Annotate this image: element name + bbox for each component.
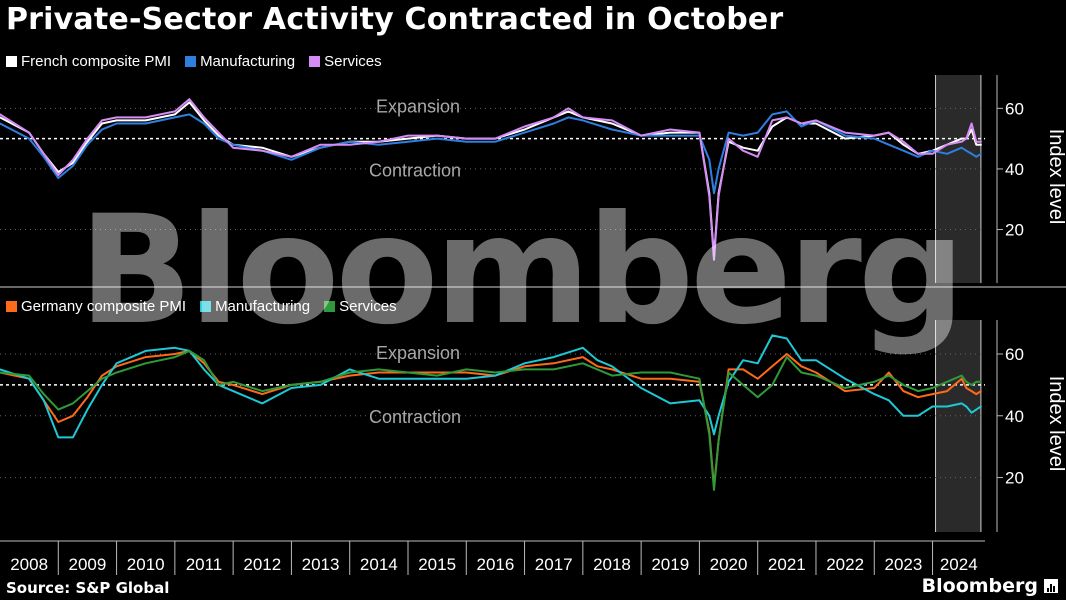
- legend-fr-composite: French composite PMI: [6, 53, 171, 70]
- legend-de-services-label: Services: [339, 298, 397, 315]
- legend-fr-manufacturing-label: Manufacturing: [200, 53, 296, 70]
- de-series-services: [0, 349, 982, 491]
- fr-annotation-contraction: Contraction: [369, 161, 461, 181]
- legend-fr-services-swatch: [309, 56, 321, 67]
- bloomberg-logo: Bloomberg: [922, 575, 1058, 597]
- legend-fr-services-label: Services: [324, 53, 382, 70]
- x-tick-label-2011: 2011: [186, 555, 223, 574]
- x-tick-label-2016: 2016: [477, 555, 515, 574]
- x-tick-label-2021: 2021: [768, 555, 806, 574]
- x-tick-label-2024: 2024: [940, 555, 978, 574]
- fr-y-tick-label-60: 60: [1005, 99, 1024, 118]
- chart-title: Private-Sector Activity Contracted in Oc…: [6, 2, 784, 37]
- legend-fr-manufacturing-swatch: [185, 56, 197, 67]
- legend-de-services-swatch: [324, 301, 336, 312]
- x-tick-label-2015: 2015: [418, 555, 456, 574]
- legend-de-composite-swatch: [6, 301, 17, 312]
- de-y-tick-label-60: 60: [1005, 345, 1024, 364]
- legend-de-manufacturing-label: Manufacturing: [215, 298, 311, 315]
- de-y-axis-title: Index level: [1045, 376, 1066, 472]
- de-series-manufacturing: [0, 334, 982, 439]
- fr-series-services: [0, 98, 982, 261]
- legend-de-composite: Germany composite PMI: [6, 298, 186, 315]
- de-y-tick-label-40: 40: [1005, 407, 1024, 426]
- fr-series-manufacturing: [0, 110, 982, 195]
- fr-y-axis-title: Index level: [1045, 129, 1066, 225]
- bloomberg-watermark: Bloomberg: [79, 184, 962, 358]
- x-tick-label-2019: 2019: [651, 555, 689, 574]
- x-tick-label-2018: 2018: [593, 555, 631, 574]
- legend-de-composite-label: Germany composite PMI: [21, 298, 187, 315]
- legend-germany: Germany composite PMI Manufacturing Serv…: [6, 298, 397, 315]
- fr-annotation-expansion: Expansion: [376, 97, 460, 117]
- fr-y-tick-label-20: 20: [1005, 221, 1024, 240]
- x-tick-label-2010: 2010: [127, 555, 165, 574]
- bar-chart-icon: [1044, 579, 1058, 593]
- legend-de-services: Services: [324, 298, 397, 315]
- de-y-tick-label-20: 20: [1005, 469, 1024, 488]
- legend-fr-composite-swatch: [6, 56, 17, 67]
- x-tick-label-2014: 2014: [360, 555, 398, 574]
- source-note: Source: S&P Global: [6, 579, 170, 597]
- legend-de-manufacturing-swatch: [200, 301, 212, 312]
- x-tick-label-2012: 2012: [243, 555, 281, 574]
- de-annotation-expansion: Expansion: [376, 343, 460, 363]
- x-tick-label-2022: 2022: [826, 555, 864, 574]
- x-tick-label-2023: 2023: [884, 555, 922, 574]
- legend-de-manufacturing: Manufacturing: [200, 298, 310, 315]
- legend-fr-manufacturing: Manufacturing: [185, 53, 295, 70]
- fr-highlight-2024: [935, 75, 981, 283]
- x-tick-label-2009: 2009: [69, 555, 107, 574]
- legend-france: French composite PMI Manufacturing Servi…: [6, 53, 382, 70]
- x-tick-label-2008: 2008: [10, 555, 48, 574]
- x-tick-label-2013: 2013: [302, 555, 340, 574]
- x-tick-label-2017: 2017: [535, 555, 573, 574]
- fr-y-tick-label-40: 40: [1005, 160, 1024, 179]
- legend-fr-composite-label: French composite PMI: [21, 53, 172, 70]
- de-highlight-2024: [935, 320, 981, 532]
- de-annotation-contraction: Contraction: [369, 407, 461, 427]
- legend-fr-services: Services: [309, 53, 382, 70]
- brand-text: Bloomberg: [921, 575, 1038, 597]
- x-tick-label-2020: 2020: [710, 555, 748, 574]
